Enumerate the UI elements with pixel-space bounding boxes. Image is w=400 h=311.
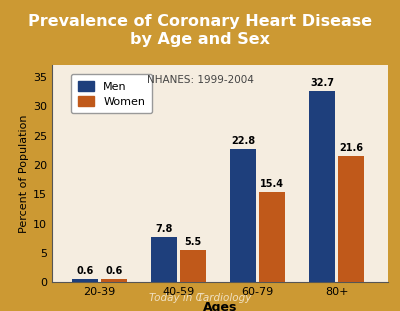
Text: 32.7: 32.7: [310, 78, 334, 88]
Bar: [151, 237, 177, 282]
Text: 15.4: 15.4: [260, 179, 284, 189]
Bar: [309, 91, 336, 282]
Text: 5.5: 5.5: [184, 237, 201, 247]
Text: 0.6: 0.6: [76, 266, 94, 276]
Text: 22.8: 22.8: [231, 136, 255, 146]
Text: 7.8: 7.8: [156, 224, 173, 234]
Text: 21.6: 21.6: [339, 143, 363, 153]
Bar: [180, 250, 206, 282]
Y-axis label: Percent of Population: Percent of Population: [19, 114, 29, 233]
Bar: [338, 156, 364, 282]
Bar: [72, 279, 98, 282]
Bar: [259, 192, 285, 282]
Legend: Men, Women: Men, Women: [71, 74, 152, 114]
Text: NHANES: 1999-2004: NHANES: 1999-2004: [146, 75, 254, 85]
Text: 0.6: 0.6: [105, 266, 122, 276]
Text: T: T: [197, 293, 203, 303]
Text: Today in Cardiology: Today in Cardiology: [149, 293, 251, 303]
Bar: [230, 149, 256, 282]
Text: Prevalence of Coronary Heart Disease
by Age and Sex: Prevalence of Coronary Heart Disease by …: [28, 14, 372, 47]
Bar: [101, 279, 127, 282]
X-axis label: Ages: Ages: [203, 301, 237, 311]
